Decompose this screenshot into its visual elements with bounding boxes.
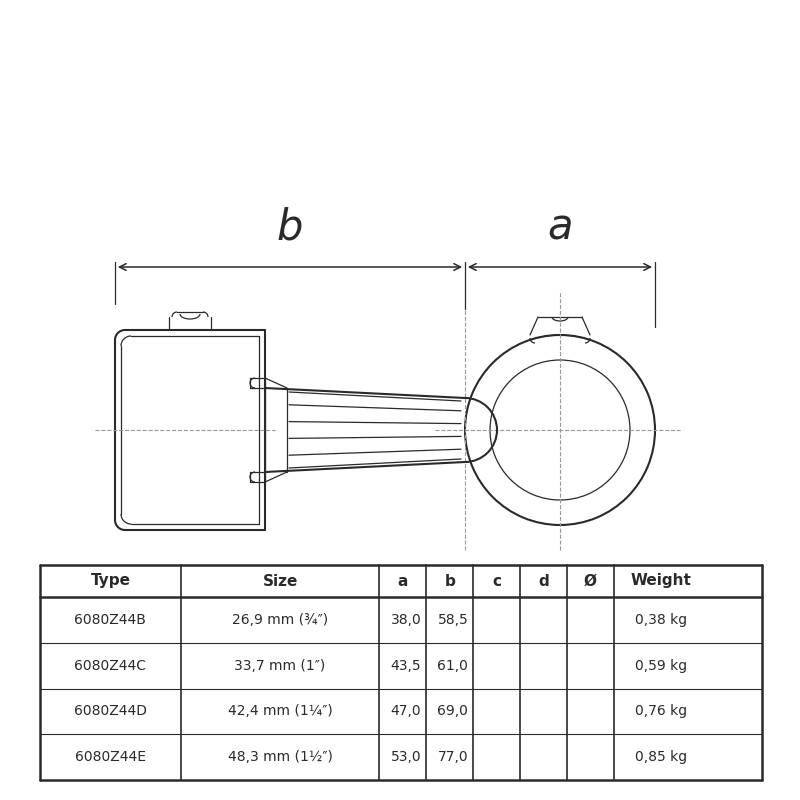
Text: 47,0: 47,0 <box>390 704 422 718</box>
Text: 26,9 mm (¾″): 26,9 mm (¾″) <box>232 613 328 627</box>
Text: Ø: Ø <box>584 574 597 589</box>
Text: 6080Z44B: 6080Z44B <box>74 613 146 627</box>
Text: 0,38 kg: 0,38 kg <box>635 613 687 627</box>
Text: a: a <box>398 574 408 589</box>
Text: 33,7 mm (1″): 33,7 mm (1″) <box>234 658 326 673</box>
Text: 58,5: 58,5 <box>438 613 468 627</box>
Text: Type: Type <box>90 574 130 589</box>
Text: 0,85 kg: 0,85 kg <box>635 750 687 764</box>
Text: 0,59 kg: 0,59 kg <box>635 658 687 673</box>
Text: Size: Size <box>262 574 298 589</box>
Text: 6080Z44C: 6080Z44C <box>74 658 146 673</box>
Text: 43,5: 43,5 <box>390 658 422 673</box>
Text: 6080Z44D: 6080Z44D <box>74 704 147 718</box>
Text: 38,0: 38,0 <box>390 613 422 627</box>
Text: 77,0: 77,0 <box>438 750 468 764</box>
Text: 48,3 mm (1½″): 48,3 mm (1½″) <box>228 750 333 764</box>
Text: 53,0: 53,0 <box>390 750 422 764</box>
Text: Weight: Weight <box>630 574 691 589</box>
Text: c: c <box>492 574 501 589</box>
Text: 61,0: 61,0 <box>438 658 468 673</box>
Text: d: d <box>538 574 549 589</box>
Text: 6080Z44E: 6080Z44E <box>75 750 146 764</box>
Text: b: b <box>444 574 455 589</box>
Text: a: a <box>547 207 573 249</box>
Text: 0,76 kg: 0,76 kg <box>635 704 687 718</box>
Text: b: b <box>277 207 303 249</box>
Text: 42,4 mm (1¼″): 42,4 mm (1¼″) <box>228 704 333 718</box>
Text: 69,0: 69,0 <box>438 704 468 718</box>
